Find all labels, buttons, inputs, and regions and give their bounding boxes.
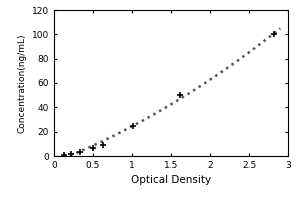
- Point: [130, 124, 135, 127]
- Point: [101, 143, 106, 146]
- Point: [78, 151, 82, 154]
- Point: [68, 153, 73, 156]
- Point: [61, 153, 66, 157]
- Point: [91, 147, 95, 150]
- Point: [178, 94, 183, 97]
- Point: [272, 33, 276, 36]
- X-axis label: Optical Density: Optical Density: [131, 175, 211, 185]
- Y-axis label: Concentration(ng/mL): Concentration(ng/mL): [17, 33, 26, 133]
